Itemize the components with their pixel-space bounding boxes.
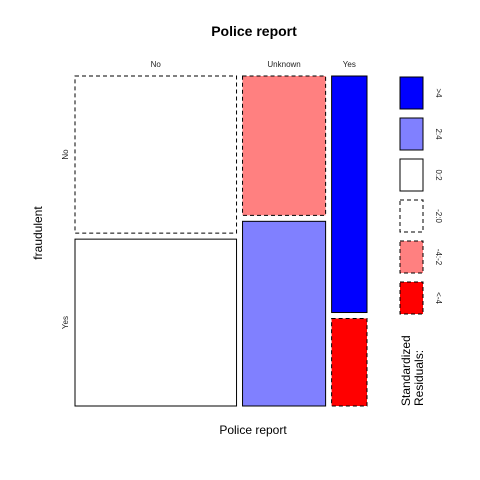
legend: >4 2:4 0:2 -2:0 -4:-2 <-4 Standardized Residual…: [399, 76, 443, 406]
legend-label-1: 2:4: [434, 128, 443, 140]
legend-swatch-0: [399, 76, 424, 110]
legend-swatch-4: [399, 240, 424, 274]
x-tick-labels: No Unknown Yes: [151, 60, 356, 69]
cell-unknown-yes: [242, 220, 327, 407]
legend-label-2: 0:2: [434, 169, 443, 181]
legend-title-line-0: Standardized: [399, 335, 413, 406]
cell-yes-yes: [331, 318, 368, 407]
legend-label-3: -2:0: [434, 209, 443, 223]
legend-label-5: <-4: [434, 292, 443, 304]
y-tick-labels: No Yes: [61, 149, 70, 329]
y-tick-label-no: No: [61, 149, 70, 160]
x-axis-label: Police report: [219, 423, 287, 437]
cell-yes-no: [331, 75, 368, 314]
legend-swatch-2: [399, 158, 424, 192]
legend-title-line-1: Residuals:: [412, 350, 426, 406]
mosaic-cells: [74, 75, 368, 407]
cell-no-yes: [74, 238, 238, 407]
x-tick-label-no: No: [151, 60, 162, 69]
legend-swatch-5: [399, 281, 424, 315]
legend-swatch-3: [399, 199, 424, 233]
y-tick-label-yes: Yes: [61, 316, 70, 329]
x-tick-label-unknown: Unknown: [267, 60, 300, 69]
y-axis-label: fraudulent: [31, 206, 45, 260]
cell-no-no: [74, 75, 238, 234]
legend-label-0: >4: [434, 88, 443, 98]
cell-unknown-no: [242, 75, 327, 216]
legend-swatch-1: [399, 117, 424, 151]
x-tick-label-yes: Yes: [343, 60, 356, 69]
chart-title: Police report: [211, 23, 297, 39]
legend-label-4: -4:-2: [434, 249, 443, 266]
